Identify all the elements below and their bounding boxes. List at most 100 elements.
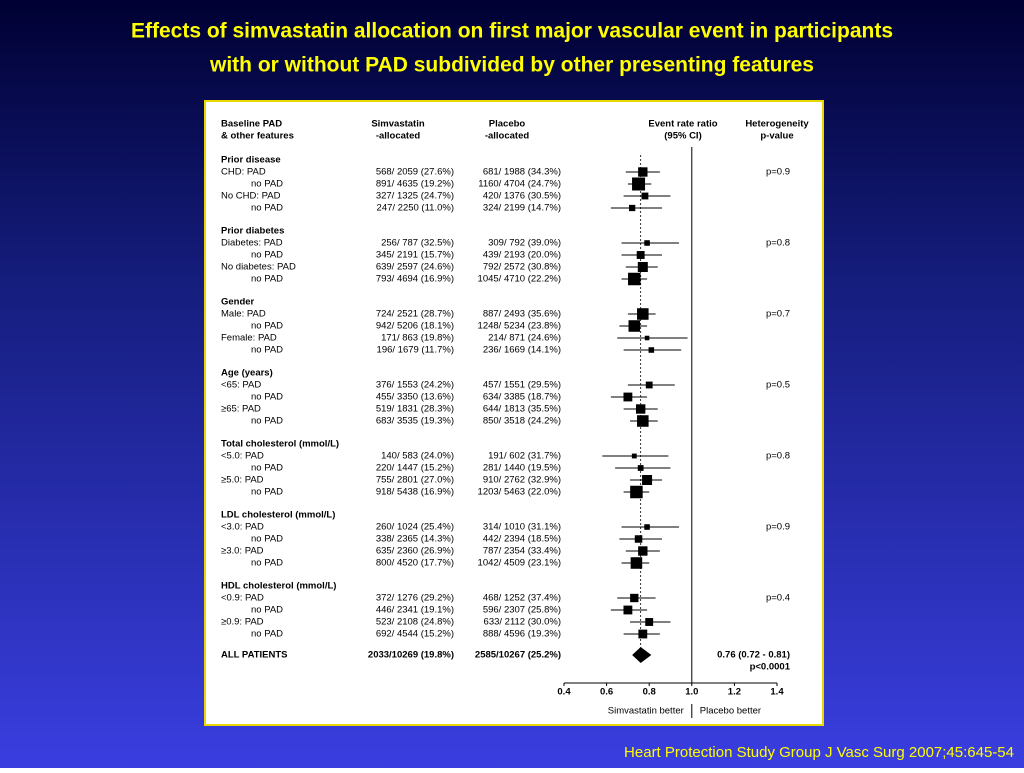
group-heading: HDL cholesterol (mmol/L) <box>221 581 336 592</box>
placebo-count: 681/ 1988 (34.3%) <box>483 167 561 178</box>
placebo-count: 1160/ 4704 (24.7%) <box>478 179 561 190</box>
placebo-count: 787/ 2354 (33.4%) <box>483 546 561 557</box>
estimate-box <box>630 593 639 603</box>
heterogeneity-p: p=0.8 <box>766 238 790 249</box>
placebo-count: 644/ 1813 (35.5%) <box>483 404 561 415</box>
estimate-box <box>641 192 649 200</box>
heterogeneity-p: p=0.9 <box>766 522 790 533</box>
estimate-box <box>637 262 648 272</box>
overall-diamond <box>632 647 652 663</box>
group-heading: Prior disease <box>221 155 281 166</box>
title-line: with or without PAD subdivided by other … <box>209 54 814 77</box>
placebo-count: 2585/10267 (25.2%) <box>475 650 561 661</box>
simvastatin-count: 692/ 4544 (15.2%) <box>376 629 454 640</box>
simvastatin-count: 891/ 4635 (19.2%) <box>376 179 454 190</box>
estimate-box <box>638 546 648 556</box>
column-header: Simvastatin <box>371 119 425 130</box>
placebo-count: 596/ 2307 (25.8%) <box>483 605 561 616</box>
simvastatin-count: 338/ 2365 (14.3%) <box>376 534 454 545</box>
group-heading: Prior diabetes <box>221 226 284 237</box>
estimate-box <box>628 272 641 286</box>
simvastatin-count: 793/ 4694 (16.9%) <box>376 274 454 285</box>
estimate-box <box>623 605 633 615</box>
estimate-box <box>645 618 654 626</box>
estimate-box <box>642 475 653 485</box>
row-label: no PAD <box>251 629 283 640</box>
placebo-count: 792/ 2572 (30.8%) <box>483 262 561 273</box>
column-header: (95% CI) <box>664 131 701 142</box>
row-label: CHD: PAD <box>221 167 266 178</box>
placebo-count: 309/ 792 (39.0%) <box>488 238 561 249</box>
row-label: ≥3.0: PAD <box>221 546 264 557</box>
column-header: Baseline PAD <box>221 119 282 130</box>
group-heading: Age (years) <box>221 368 273 379</box>
estimate-box <box>644 524 650 530</box>
simvastatin-count: 724/ 2521 (28.7%) <box>376 309 454 320</box>
citation: Heart Protection Study Group J Vasc Surg… <box>624 744 1014 761</box>
row-label: <3.0: PAD <box>221 522 264 533</box>
column-header: & other features <box>221 131 294 142</box>
estimate-box <box>628 320 641 332</box>
row-label: no PAD <box>251 274 283 285</box>
heterogeneity-p: p=0.7 <box>766 309 790 320</box>
heterogeneity-p: p=0.5 <box>766 380 790 391</box>
row-label: no PAD <box>251 463 283 474</box>
figure-panel <box>204 100 824 726</box>
placebo-count: 888/ 4596 (19.3%) <box>483 629 561 640</box>
column-header: p-value <box>760 131 793 142</box>
row-label: Diabetes: PAD <box>221 238 283 249</box>
placebo-count: 1042/ 4509 (23.1%) <box>478 558 561 569</box>
estimate-box <box>637 415 649 427</box>
favours-left: Simvastatin better <box>608 706 684 717</box>
column-header: Placebo <box>489 119 526 130</box>
placebo-count: 633/ 2112 (30.0%) <box>484 617 561 628</box>
estimate-box <box>644 240 650 246</box>
group-heading: LDL cholesterol (mmol/L) <box>221 510 335 521</box>
row-label: no PAD <box>251 203 283 214</box>
simvastatin-count: 523/ 2108 (24.8%) <box>376 617 454 628</box>
row-label: ≥5.0: PAD <box>221 475 264 486</box>
heterogeneity-p: p=0.4 <box>766 593 790 604</box>
estimate-box <box>644 335 650 341</box>
placebo-count: 1248/ 5234 (23.8%) <box>478 321 561 332</box>
row-label: no PAD <box>251 605 283 616</box>
x-tick-label: 1.4 <box>770 687 784 698</box>
placebo-count: 314/ 1010 (31.1%) <box>483 522 561 533</box>
simvastatin-count: 247/ 2250 (11.0%) <box>377 203 454 214</box>
estimate-box <box>638 629 648 639</box>
row-label: no PAD <box>251 392 283 403</box>
group-heading: Total cholesterol (mmol/L) <box>221 439 339 450</box>
placebo-count: 1045/ 4710 (22.2%) <box>478 274 561 285</box>
row-label: No diabetes: PAD <box>221 262 296 273</box>
placebo-count: 442/ 2394 (18.5%) <box>483 534 561 545</box>
row-label: no PAD <box>251 534 283 545</box>
placebo-count: 420/ 1376 (30.5%) <box>483 191 561 202</box>
simvastatin-count: 568/ 2059 (27.6%) <box>376 167 454 178</box>
simvastatin-count: 446/ 2341 (19.1%) <box>376 605 454 616</box>
placebo-count: 457/ 1551 (29.5%) <box>483 380 561 391</box>
simvastatin-count: 220/ 1447 (15.2%) <box>376 463 454 474</box>
placebo-count: 887/ 2493 (35.6%) <box>483 309 561 320</box>
placebo-count: 439/ 2193 (20.0%) <box>483 250 561 261</box>
simvastatin-count: 942/ 5206 (18.1%) <box>376 321 454 332</box>
row-label: No CHD: PAD <box>221 191 281 202</box>
simvastatin-count: 635/ 2360 (26.9%) <box>376 546 454 557</box>
column-header: Heterogeneity <box>745 119 809 130</box>
column-header: Event rate ratio <box>648 119 717 130</box>
simvastatin-count: 376/ 1553 (24.2%) <box>376 380 454 391</box>
x-tick-label: 1.2 <box>728 687 741 698</box>
estimate-box <box>637 308 649 320</box>
row-label: Female: PAD <box>221 333 277 344</box>
simvastatin-count: 455/ 3350 (13.6%) <box>376 392 454 403</box>
simvastatin-count: 140/ 583 (24.0%) <box>381 451 454 462</box>
placebo-count: 236/ 1669 (14.1%) <box>483 345 561 356</box>
column-header: -allocated <box>485 131 530 142</box>
placebo-count: 850/ 3518 (24.2%) <box>483 416 561 427</box>
simvastatin-count: 345/ 2191 (15.7%) <box>376 250 454 261</box>
simvastatin-count: 260/ 1024 (25.4%) <box>376 522 454 533</box>
row-label: no PAD <box>251 487 283 498</box>
row-label: ≥65: PAD <box>221 404 261 415</box>
estimate-box <box>634 535 643 543</box>
estimate-box <box>630 557 643 569</box>
estimate-box <box>631 453 637 459</box>
